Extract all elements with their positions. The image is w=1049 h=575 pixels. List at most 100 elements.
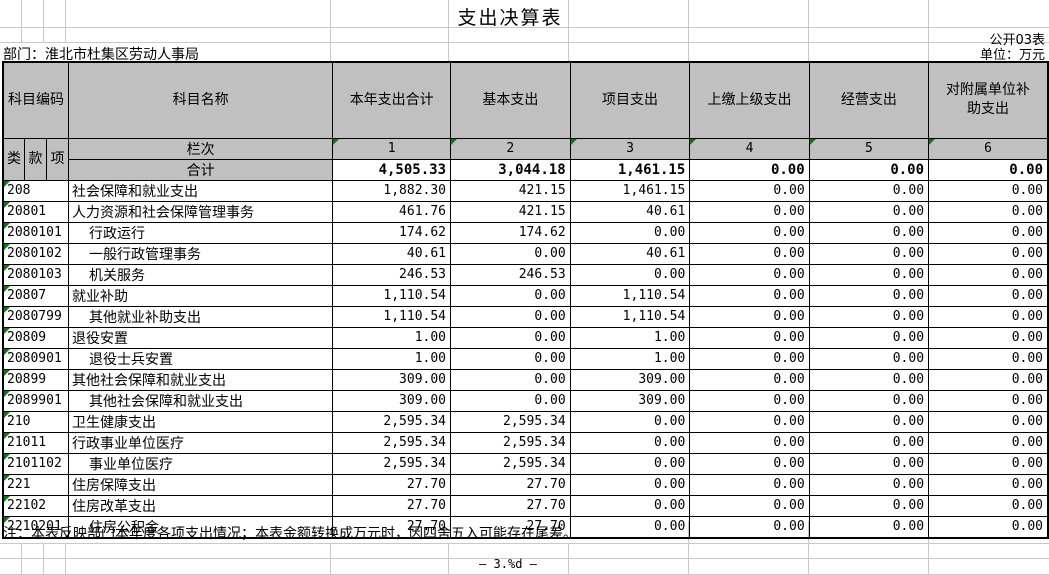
value-cell[interactable]: 0.00	[689, 263, 810, 286]
header-xiang[interactable]: 项	[45, 137, 69, 181]
value-cell[interactable]: 0.00	[569, 494, 691, 517]
subject-code-cell[interactable]: 2080799	[2, 305, 69, 328]
value-cell[interactable]: 0.00	[689, 494, 810, 517]
total-value-cell[interactable]: 3,044.18	[450, 158, 571, 181]
subject-code-cell[interactable]: 210	[2, 410, 69, 433]
value-cell[interactable]: 1,110.54	[569, 284, 691, 307]
value-cell[interactable]: 0.00	[928, 347, 1049, 370]
column-number-cell[interactable]: 2	[450, 137, 571, 160]
value-cell[interactable]: 421.15	[450, 179, 571, 202]
value-cell[interactable]: 0.00	[928, 452, 1049, 475]
value-cell[interactable]: 0.00	[450, 326, 571, 349]
value-cell[interactable]: 0.00	[808, 347, 930, 370]
value-cell[interactable]: 0.00	[689, 515, 810, 538]
column-number-cell[interactable]: 5	[808, 137, 930, 160]
value-cell[interactable]: 0.00	[569, 431, 691, 454]
value-cell[interactable]: 0.00	[569, 452, 691, 475]
subject-name-cell[interactable]: 事业单位医疗	[67, 452, 334, 475]
value-cell[interactable]: 0.00	[569, 410, 691, 433]
value-cell[interactable]: 0.00	[808, 179, 930, 202]
value-cell[interactable]: 0.00	[928, 242, 1049, 265]
value-cell[interactable]: 421.15	[450, 200, 571, 223]
header-lei[interactable]: 类	[2, 137, 25, 181]
value-cell[interactable]: 0.00	[808, 431, 930, 454]
value-cell[interactable]: 0.00	[808, 242, 930, 265]
value-cell[interactable]: 27.70	[332, 515, 452, 538]
value-cell[interactable]: 0.00	[928, 200, 1049, 223]
value-cell[interactable]: 174.62	[450, 221, 571, 244]
value-cell[interactable]: 0.00	[808, 494, 930, 517]
subject-name-cell[interactable]: 行政运行	[67, 221, 334, 244]
subject-code-cell[interactable]: 20807	[2, 284, 69, 307]
subject-code-cell[interactable]: 2080102	[2, 242, 69, 265]
value-cell[interactable]: 1,110.54	[569, 305, 691, 328]
value-cell[interactable]: 0.00	[689, 473, 810, 496]
subject-name-cell[interactable]: 住房保障支出	[67, 473, 334, 496]
subject-name-cell[interactable]: 其他就业补助支出	[67, 305, 334, 328]
subject-code-cell[interactable]: 2080103	[2, 263, 69, 286]
value-cell[interactable]: 2,595.34	[450, 431, 571, 454]
value-cell[interactable]: 0.00	[928, 179, 1049, 202]
header-basic-expenditure[interactable]: 基本支出	[450, 61, 571, 139]
value-cell[interactable]: 0.00	[450, 347, 571, 370]
column-number-cell[interactable]: 3	[569, 137, 691, 160]
value-cell[interactable]: 461.76	[332, 200, 452, 223]
value-cell[interactable]: 0.00	[689, 200, 810, 223]
subject-code-cell[interactable]: 2210201	[2, 515, 69, 538]
value-cell[interactable]: 0.00	[689, 389, 810, 412]
subject-code-cell[interactable]: 20801	[2, 200, 69, 223]
value-cell[interactable]: 0.00	[689, 368, 810, 391]
value-cell[interactable]: 0.00	[808, 284, 930, 307]
subject-name-cell[interactable]: 机关服务	[67, 263, 334, 286]
header-project-expenditure[interactable]: 项目支出	[569, 61, 691, 139]
value-cell[interactable]: 0.00	[689, 305, 810, 328]
subject-name-cell[interactable]: 卫生健康支出	[67, 410, 334, 433]
column-number-cell[interactable]: 1	[332, 137, 452, 160]
lanci-label-cell[interactable]: 栏次	[67, 137, 334, 160]
subject-code-cell[interactable]: 21011	[2, 431, 69, 454]
header-total-expenditure[interactable]: 本年支出合计	[332, 61, 452, 139]
subject-name-cell[interactable]: 社会保障和就业支出	[67, 179, 334, 202]
value-cell[interactable]: 0.00	[569, 473, 691, 496]
value-cell[interactable]: 0.00	[928, 473, 1049, 496]
value-cell[interactable]: 0.00	[928, 368, 1049, 391]
value-cell[interactable]: 0.00	[450, 242, 571, 265]
value-cell[interactable]: 0.00	[450, 368, 571, 391]
value-cell[interactable]: 40.61	[332, 242, 452, 265]
value-cell[interactable]: 1.00	[332, 326, 452, 349]
value-cell[interactable]: 27.70	[450, 473, 571, 496]
value-cell[interactable]: 0.00	[689, 326, 810, 349]
value-cell[interactable]: 0.00	[450, 284, 571, 307]
total-value-cell[interactable]: 1,461.15	[569, 158, 691, 181]
value-cell[interactable]: 0.00	[450, 389, 571, 412]
subject-code-cell[interactable]: 2101102	[2, 452, 69, 475]
value-cell[interactable]: 2,595.34	[332, 431, 452, 454]
value-cell[interactable]: 0.00	[689, 431, 810, 454]
subject-code-cell[interactable]: 20809	[2, 326, 69, 349]
value-cell[interactable]: 0.00	[928, 221, 1049, 244]
value-cell[interactable]: 0.00	[808, 452, 930, 475]
value-cell[interactable]: 0.00	[808, 263, 930, 286]
subject-name-cell[interactable]: 行政事业单位医疗	[67, 431, 334, 454]
value-cell[interactable]: 0.00	[928, 410, 1049, 433]
value-cell[interactable]: 2,595.34	[450, 452, 571, 475]
subject-name-cell[interactable]: 退役士兵安置	[67, 347, 334, 370]
subject-name-cell[interactable]: 一般行政管理事务	[67, 242, 334, 265]
subject-name-cell[interactable]: 就业补助	[67, 284, 334, 307]
header-operating-expenditure[interactable]: 经营支出	[808, 61, 930, 139]
value-cell[interactable]: 27.70	[450, 515, 571, 538]
total-value-cell[interactable]: 0.00	[928, 158, 1049, 181]
header-subsidy-expenditure[interactable]: 对附属单位补助支出	[928, 61, 1049, 139]
subject-code-cell[interactable]: 2080901	[2, 347, 69, 370]
subject-code-cell[interactable]: 22102	[2, 494, 69, 517]
value-cell[interactable]: 1.00	[569, 347, 691, 370]
value-cell[interactable]: 0.00	[808, 305, 930, 328]
total-value-cell[interactable]: 0.00	[689, 158, 810, 181]
subject-name-cell[interactable]: 其他社会保障和就业支出	[67, 389, 334, 412]
value-cell[interactable]: 0.00	[928, 515, 1049, 538]
value-cell[interactable]: 2,595.34	[450, 410, 571, 433]
value-cell[interactable]: 0.00	[808, 410, 930, 433]
column-number-cell[interactable]: 4	[689, 137, 810, 160]
subject-code-cell[interactable]: 208	[2, 179, 69, 202]
subject-code-cell[interactable]: 2089901	[2, 389, 69, 412]
